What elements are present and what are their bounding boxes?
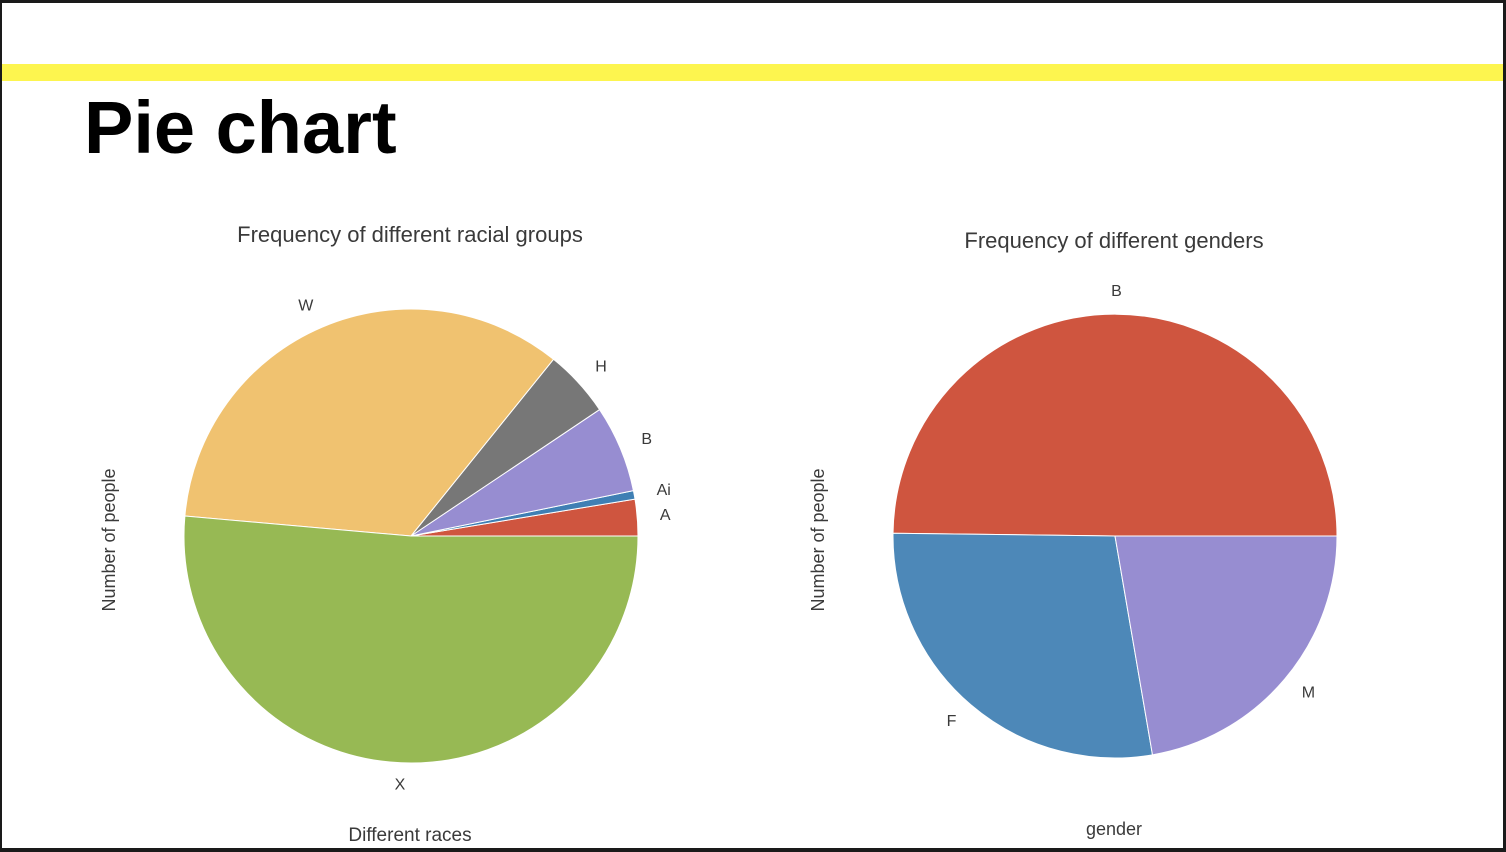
slice-label-h: H — [595, 359, 607, 376]
y-axis-label: Number of people — [808, 468, 828, 611]
slide-title: Pie chart — [84, 86, 397, 169]
pie-slices — [183, 308, 639, 764]
y-axis-label: Number of people — [99, 468, 119, 611]
slide: Pie chart Frequency of different racial … — [2, 3, 1503, 848]
slice-labels: B F M — [947, 283, 1315, 730]
x-axis-label: gender — [1086, 819, 1142, 839]
slice-label-b: B — [641, 431, 652, 448]
slice-label-ai: Ai — [657, 482, 671, 499]
pie-slice-x — [183, 515, 639, 764]
pie-slices — [892, 313, 1338, 759]
slice-label-w: W — [298, 297, 314, 314]
accent-bar — [2, 64, 1503, 81]
chart-title: Frequency of different genders — [964, 228, 1263, 253]
chart-title: Frequency of different racial groups — [237, 222, 583, 247]
slice-labels: A Ai B H W X — [298, 297, 671, 793]
pie-slice-b — [892, 313, 1338, 537]
pie-slice-f — [892, 532, 1154, 759]
slice-label-b: B — [1111, 283, 1122, 300]
x-axis-label: Different races — [348, 825, 471, 846]
race-pie-chart: Frequency of different racial groups A Ai… — [99, 222, 671, 846]
pie-slice-w — [184, 308, 555, 537]
slice-label-m: M — [1302, 685, 1315, 702]
slice-label-x: X — [395, 777, 406, 794]
pie-slice-m — [1114, 535, 1338, 756]
slice-label-a: A — [660, 507, 671, 524]
slice-label-f: F — [947, 713, 957, 730]
